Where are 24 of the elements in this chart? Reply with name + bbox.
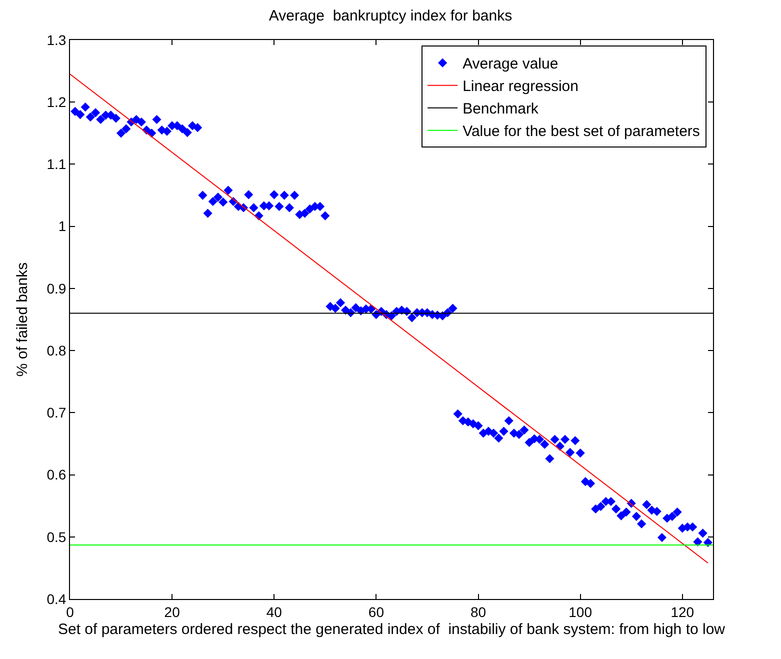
y-tick-label: 1.3 <box>46 32 66 48</box>
y-axis-title: % of failed banks <box>14 262 31 377</box>
y-tick-label: 0.7 <box>46 404 66 421</box>
legend-label: Linear regression <box>462 78 578 96</box>
x-tick-label: 0 <box>66 604 74 620</box>
x-tick-label: 40 <box>266 604 282 620</box>
y-tick-label: 1 <box>58 218 66 234</box>
legend-label: Value for the best set of parameters <box>462 123 700 140</box>
y-tick-label: 1.1 <box>46 156 66 172</box>
chart-title: Average bankruptcy index for banks <box>268 7 512 24</box>
x-tick-label: 100 <box>568 604 592 620</box>
legend-label: Benchmark <box>462 100 539 118</box>
y-tick-label: 0.9 <box>46 280 66 296</box>
y-tick-label: 0.8 <box>46 342 66 358</box>
y-tick-label: 0.4 <box>46 590 66 607</box>
y-tick-label: 0.6 <box>46 466 66 483</box>
x-tick-label: 80 <box>470 604 486 620</box>
x-tick-label: 20 <box>164 604 180 620</box>
x-axis-title: Set of parameters ordered respect the generated index of instabiliy of bank system: from high to low <box>58 620 726 638</box>
x-tick-label: 120 <box>670 604 694 620</box>
y-tick-label: 1.2 <box>46 94 66 110</box>
y-tick-label: 0.5 <box>46 528 66 545</box>
x-tick-label: 60 <box>368 604 384 620</box>
legend-label: Average value <box>462 56 558 73</box>
